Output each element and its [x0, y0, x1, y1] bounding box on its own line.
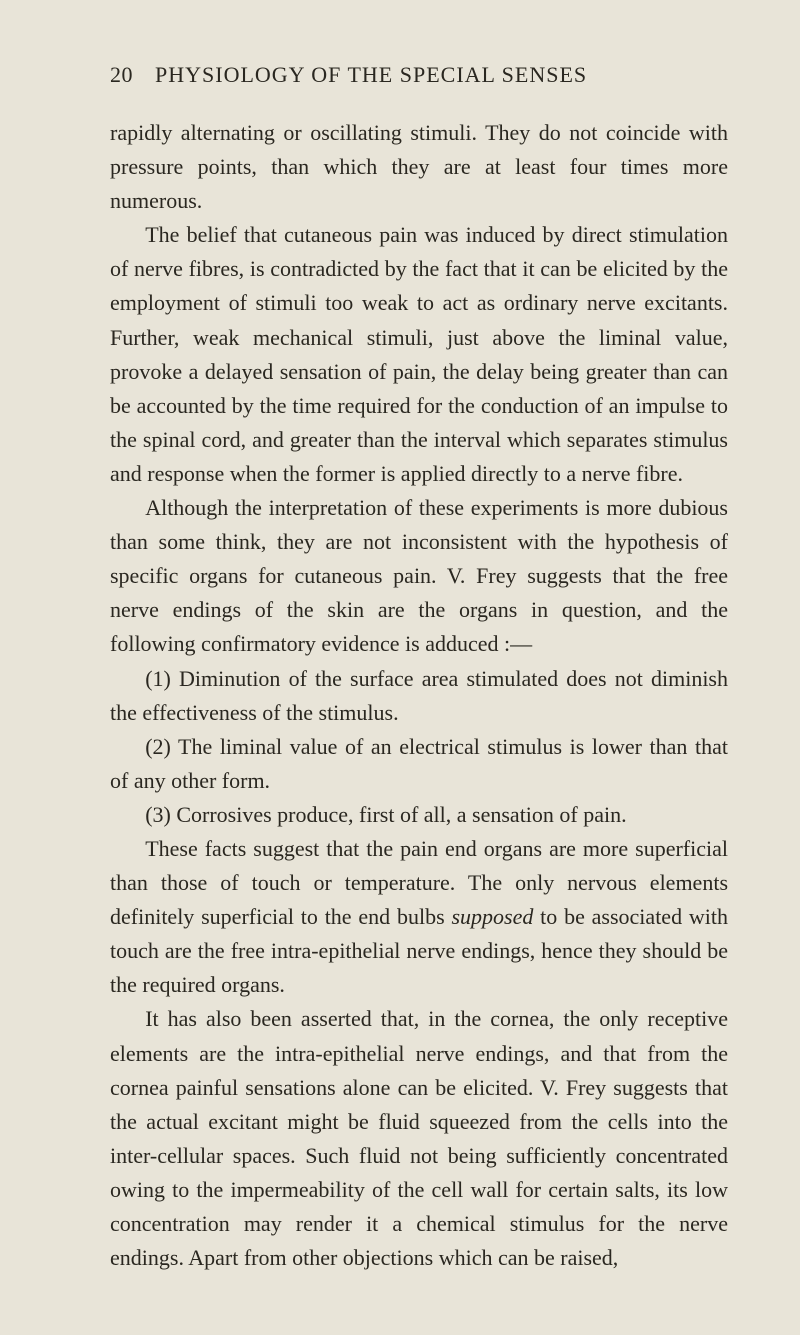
paragraph: (2) The liminal value of an electrical s… — [110, 730, 728, 798]
italic-run: supposed — [451, 904, 533, 929]
paragraph: Although the interpretation of these exp… — [110, 491, 728, 661]
page-number: 20 — [110, 62, 133, 88]
scanned-page: 20 PHYSIOLOGY OF THE SPECIAL SENSES rapi… — [0, 0, 800, 1335]
paragraph: The belief that cutaneous pain was induc… — [110, 218, 728, 491]
page-header: 20 PHYSIOLOGY OF THE SPECIAL SENSES — [110, 62, 728, 88]
running-head: PHYSIOLOGY OF THE SPECIAL SENSES — [155, 62, 587, 88]
body-text: rapidly alternating or oscillating stimu… — [110, 116, 728, 1275]
paragraph: rapidly alternating or oscillating stimu… — [110, 116, 728, 218]
paragraph: It has also been asserted that, in the c… — [110, 1002, 728, 1275]
paragraph: (3) Corrosives produce, first of all, a … — [110, 798, 728, 832]
paragraph: (1) Diminution of the surface area stimu… — [110, 662, 728, 730]
paragraph: These facts suggest that the pain end or… — [110, 832, 728, 1002]
